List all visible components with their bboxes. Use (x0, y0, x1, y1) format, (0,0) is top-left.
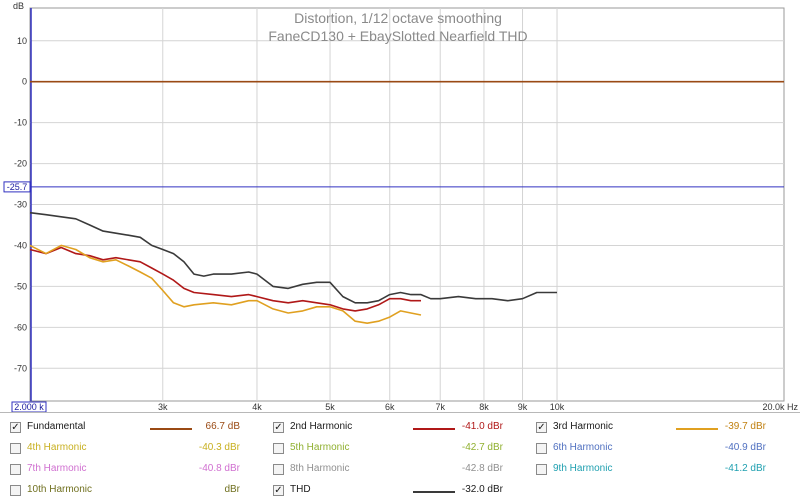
legend-checkbox-fundamental[interactable]: ✓ (10, 422, 21, 433)
legend-value: -39.7 dBr (724, 421, 766, 432)
legend-value: -32.0 dBr (461, 484, 503, 495)
chart-subtitle: FaneCD130 + EbaySlotted Nearfield THD (268, 28, 527, 44)
axis-labels: 10 0 -10 -20 -30 -40 -50 -60 -70 3k 4k 5k 6k 7k 8k 9k 10… (3, 36, 798, 412)
x-tick-label: 8k (479, 402, 489, 412)
legend-label: THD (290, 484, 311, 495)
legend-value: -40.3 dBr (198, 442, 240, 453)
grid (30, 8, 784, 401)
x-tick-label: 9k (518, 402, 528, 412)
legend-item-3rd-harmonic: ✓ 3rd Harmonic -39.7 dBr (536, 419, 786, 439)
legend-item-7th-harmonic: 7th Harmonic -40.8 dBr (10, 461, 260, 481)
x-tick-label: 6k (385, 402, 395, 412)
legend-label: 9th Harmonic (553, 463, 613, 474)
x-start-label: 2.000 k (14, 402, 44, 412)
cursor-value-label: -25.7 (7, 182, 28, 192)
legend-item-2nd-harmonic: ✓ 2nd Harmonic -41.0 dBr (273, 419, 523, 439)
legend-checkbox-6th-harmonic[interactable] (536, 443, 547, 454)
x-tick-label: 4k (252, 402, 262, 412)
y-tick-label: -20 (14, 159, 27, 169)
legend-label: Fundamental (27, 421, 86, 432)
legend-item-6th-harmonic: 6th Harmonic -40.9 dBr (536, 440, 786, 460)
legend-item-fundamental: ✓ Fundamental 66.7 dB (10, 419, 260, 439)
legend-checkbox-5th-harmonic[interactable] (273, 443, 284, 454)
legend-checkbox-3rd-harmonic[interactable]: ✓ (536, 422, 547, 433)
y-tick-label: 10 (17, 36, 27, 46)
legend-label: 3rd Harmonic (553, 421, 614, 432)
legend-label: 4th Harmonic (27, 442, 87, 453)
x-tick-label: 7k (435, 402, 445, 412)
chart-title: Distortion, 1/12 octave smoothing (294, 10, 502, 26)
series-line-2nd-harmonic (29, 246, 421, 312)
legend-line-swatch (413, 428, 455, 430)
legend-checkbox-thd[interactable]: ✓ (273, 485, 284, 496)
legend-item-8th-harmonic: 8th Harmonic -42.8 dBr (273, 461, 523, 481)
series-line-thd (29, 211, 557, 304)
legend-line-swatch (676, 428, 718, 430)
x-tick-label: 5k (325, 402, 335, 412)
legend-value: -41.0 dBr (461, 421, 503, 432)
x-start-box (11, 401, 47, 412)
legend-checkbox-8th-harmonic[interactable] (273, 464, 284, 475)
legend-value: dBr (224, 484, 240, 495)
legend-checkbox-4th-harmonic[interactable] (10, 443, 21, 454)
x-tick-label: 10k (550, 402, 565, 412)
legend-item-thd: ✓ THD -32.0 dBr (273, 482, 523, 502)
legend-value: -41.2 dBr (724, 463, 766, 474)
x-tick-label: 3k (158, 402, 168, 412)
y-tick-label: -30 (14, 200, 27, 210)
y-tick-label: -70 (14, 363, 27, 373)
legend-label: 8th Harmonic (290, 463, 350, 474)
legend-line-swatch (150, 428, 192, 430)
cursor-value-box (3, 181, 31, 193)
legend-value: 66.7 dB (205, 421, 240, 432)
legend-checkbox-7th-harmonic[interactable] (10, 464, 21, 475)
legend-item-4th-harmonic: 4th Harmonic -40.3 dBr (10, 440, 260, 460)
legend-item-10th-harmonic: 10th Harmonic dBr (10, 482, 260, 502)
legend-checkbox-9th-harmonic[interactable] (536, 464, 547, 475)
legend-checkbox-2nd-harmonic[interactable]: ✓ (273, 422, 284, 433)
legend-label: 10th Harmonic (27, 484, 93, 495)
y-tick-label: -10 (14, 118, 27, 128)
legend-label: 7th Harmonic (27, 463, 87, 474)
legend-value: -40.9 dBr (724, 442, 766, 453)
x-end-label: 20.0k Hz (762, 402, 798, 412)
legend-label: 6th Harmonic (553, 442, 613, 453)
distortion-chart[interactable]: 10 0 -10 -20 -30 -40 -50 -60 -70 3k 4k 5k 6k 7k 8k 9k 10… (0, 0, 800, 412)
legend-value: -42.7 dBr (461, 442, 503, 453)
legend-item-9th-harmonic: 9th Harmonic -41.2 dBr (536, 461, 786, 481)
series-line-3rd-harmonic (29, 244, 422, 325)
legend-checkbox-10th-harmonic[interactable] (10, 485, 21, 496)
legend-value: -40.8 dBr (198, 463, 240, 474)
legend-line-swatch (413, 491, 455, 493)
legend-label: 5th Harmonic (290, 442, 350, 453)
legend-value: -42.8 dBr (461, 463, 503, 474)
series-lines (29, 80, 784, 325)
legend-item-5th-harmonic: 5th Harmonic -42.7 dBr (273, 440, 523, 460)
y-tick-label: -40 (14, 240, 27, 250)
y-tick-label: -60 (14, 322, 27, 332)
legend-panel: ✓ Fundamental 66.7 dB ✓ 2nd Harmonic -41.0 dB… (0, 412, 800, 500)
y-axis-unit: dB (13, 1, 24, 11)
y-tick-label: 0 (22, 77, 27, 87)
legend-label: 2nd Harmonic (290, 421, 353, 432)
y-tick-label: -50 (14, 281, 27, 291)
